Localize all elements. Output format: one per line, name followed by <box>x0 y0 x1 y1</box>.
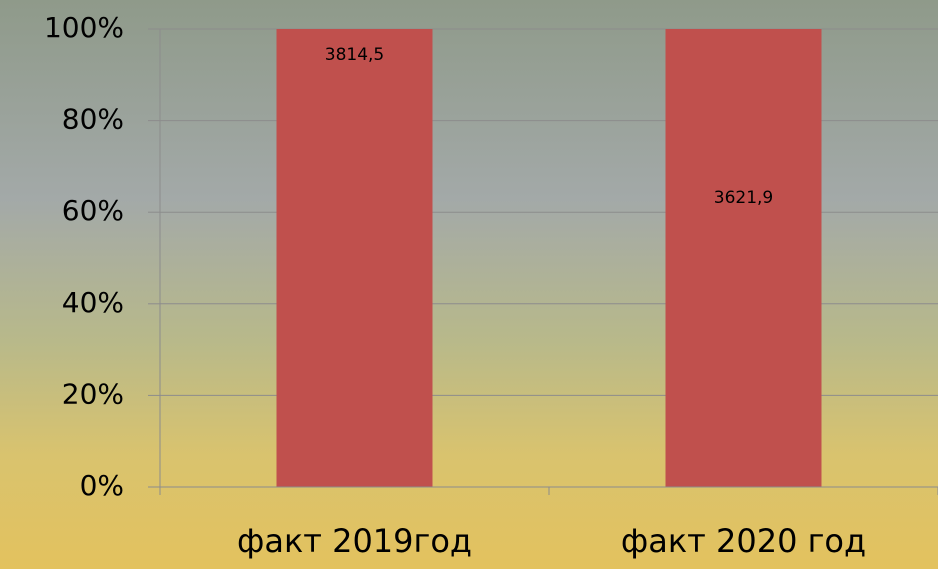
y-tick-label: 80% <box>62 103 124 136</box>
y-tick-label: 0% <box>80 469 124 502</box>
y-tick-label: 40% <box>62 286 124 319</box>
y-tick-label: 60% <box>62 194 124 227</box>
y-tick-label: 20% <box>62 377 124 410</box>
x-tick-label: факт 2020 год <box>621 522 866 560</box>
bar <box>277 29 433 487</box>
data-label: 3814,5 <box>325 45 384 65</box>
y-tick-label: 100% <box>44 11 124 44</box>
chart: 0% 20% 40% 60% 80% 100% факт 2019год 3814,5 факт… <box>0 0 938 569</box>
page: {"chart_data": {"type": "bar", "stacking… <box>0 0 938 569</box>
x-tick-label: факт 2019год <box>237 522 472 560</box>
data-label: 3621,9 <box>714 188 773 208</box>
bar <box>666 29 822 487</box>
